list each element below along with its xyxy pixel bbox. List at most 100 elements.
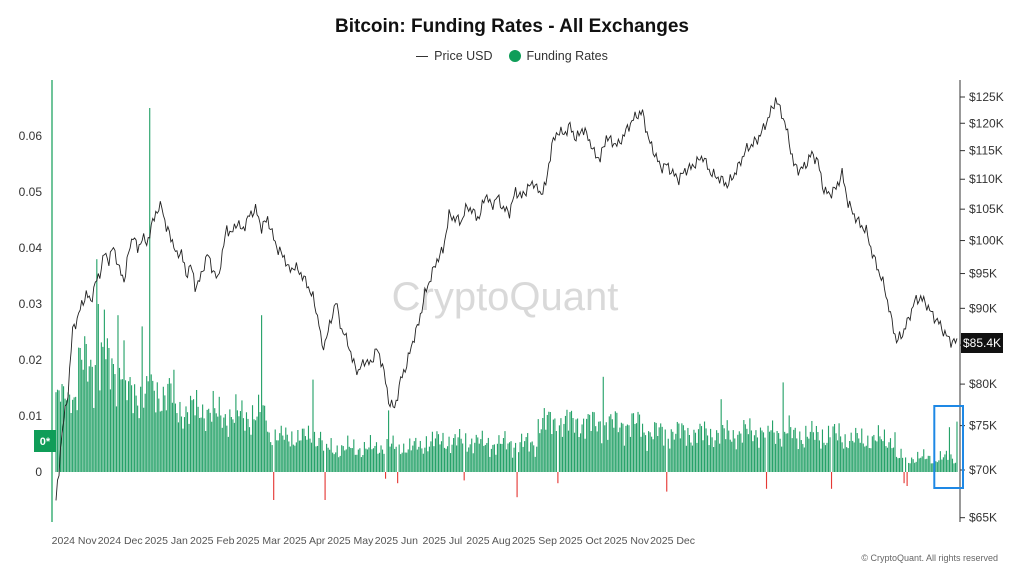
funding-bar <box>717 432 719 472</box>
funding-bar <box>832 426 834 472</box>
price-badge-bg <box>961 333 1003 353</box>
x-tick-label: 2025 Nov <box>604 535 650 547</box>
funding-bar <box>849 441 851 472</box>
funding-bar <box>891 448 893 472</box>
funding-bar <box>208 408 210 472</box>
legend-item-funding[interactable]: Funding Rates <box>508 49 608 63</box>
funding-bar <box>109 389 111 472</box>
funding-bar <box>81 359 83 472</box>
funding-bar <box>170 383 172 472</box>
funding-bar <box>480 439 482 472</box>
funding-bar <box>926 458 928 472</box>
funding-bar <box>953 463 955 472</box>
funding-bar <box>224 414 226 472</box>
funding-bar <box>809 431 811 472</box>
funding-bar <box>413 441 415 472</box>
x-tick-label: 2025 May <box>327 535 374 547</box>
funding-bar <box>614 411 616 472</box>
funding-bar <box>97 304 99 472</box>
funding-bar <box>375 442 378 472</box>
funding-bar <box>578 437 580 472</box>
funding-bar <box>797 449 799 472</box>
funding-bar <box>301 428 303 472</box>
funding-bar <box>930 463 932 472</box>
funding-bar <box>752 441 754 472</box>
funding-bar <box>761 430 763 472</box>
funding-bar <box>295 442 297 472</box>
funding-bar <box>463 472 465 481</box>
funding-bar <box>722 425 724 472</box>
funding-bar <box>171 402 173 472</box>
funding-bar <box>663 445 665 472</box>
funding-bar <box>741 442 743 472</box>
funding-bar <box>572 418 574 472</box>
funding-bar <box>72 399 74 472</box>
funding-bar <box>403 443 405 472</box>
funding-bar <box>628 425 630 472</box>
funding-bar <box>137 405 139 472</box>
funding-bar <box>186 412 189 472</box>
funding-bar <box>177 422 180 472</box>
funding-bar <box>106 338 108 472</box>
funding-bar <box>230 416 232 472</box>
line-icon <box>416 55 429 57</box>
funding-bar <box>493 444 495 472</box>
funding-bar <box>474 442 476 472</box>
funding-bar <box>737 434 739 472</box>
left-tick-label: 0.02 <box>19 353 43 367</box>
funding-bar <box>530 442 532 472</box>
funding-bar <box>134 384 136 472</box>
funding-bar <box>307 425 310 472</box>
funding-bar <box>427 451 429 472</box>
funding-bar <box>465 433 467 472</box>
funding-bar <box>527 433 529 472</box>
funding-bar <box>138 418 140 472</box>
funding-bar <box>747 434 749 472</box>
funding-bar <box>94 365 96 472</box>
funding-bar <box>374 445 376 472</box>
funding-bar <box>425 436 427 472</box>
funding-bar <box>800 440 802 472</box>
funding-bar <box>267 431 269 472</box>
funding-bar <box>613 427 615 472</box>
x-tick-label: 2025 Oct <box>559 535 602 547</box>
funding-bar <box>129 377 131 472</box>
funding-bar <box>333 454 335 472</box>
funding-bar <box>545 429 547 472</box>
funding-bar <box>879 436 881 472</box>
funding-bar <box>823 442 825 472</box>
funding-bar <box>241 400 243 472</box>
funding-bar <box>437 434 440 472</box>
funding-bar <box>273 472 275 500</box>
funding-bar <box>758 447 760 472</box>
funding-bar <box>179 401 181 472</box>
legend-item-price[interactable]: Price USD <box>416 49 493 63</box>
funding-bar <box>165 410 167 472</box>
funding-bar <box>504 431 506 472</box>
funding-bar <box>897 458 899 472</box>
funding-bar <box>908 462 910 472</box>
funding-bar <box>856 433 858 472</box>
funding-bar <box>303 428 305 472</box>
funding-bar <box>690 442 692 472</box>
funding-bar <box>900 448 902 472</box>
funding-bar <box>749 418 751 472</box>
funding-bar <box>418 446 420 472</box>
funding-bar <box>496 443 498 472</box>
funding-bar <box>648 431 650 472</box>
funding-bar <box>821 429 824 472</box>
funding-bar <box>214 408 216 472</box>
funding-bar <box>428 446 430 472</box>
funding-bar <box>824 445 827 472</box>
funding-bar <box>590 430 592 472</box>
funding-bar <box>501 443 503 472</box>
funding-bar <box>684 430 686 472</box>
funding-bar <box>707 435 709 472</box>
funding-bar <box>576 418 579 472</box>
funding-bar <box>923 449 925 472</box>
funding-bar <box>945 450 947 472</box>
funding-bar <box>944 454 946 472</box>
funding-bar <box>885 446 887 472</box>
funding-bar <box>693 429 695 472</box>
funding-bar <box>873 434 875 472</box>
